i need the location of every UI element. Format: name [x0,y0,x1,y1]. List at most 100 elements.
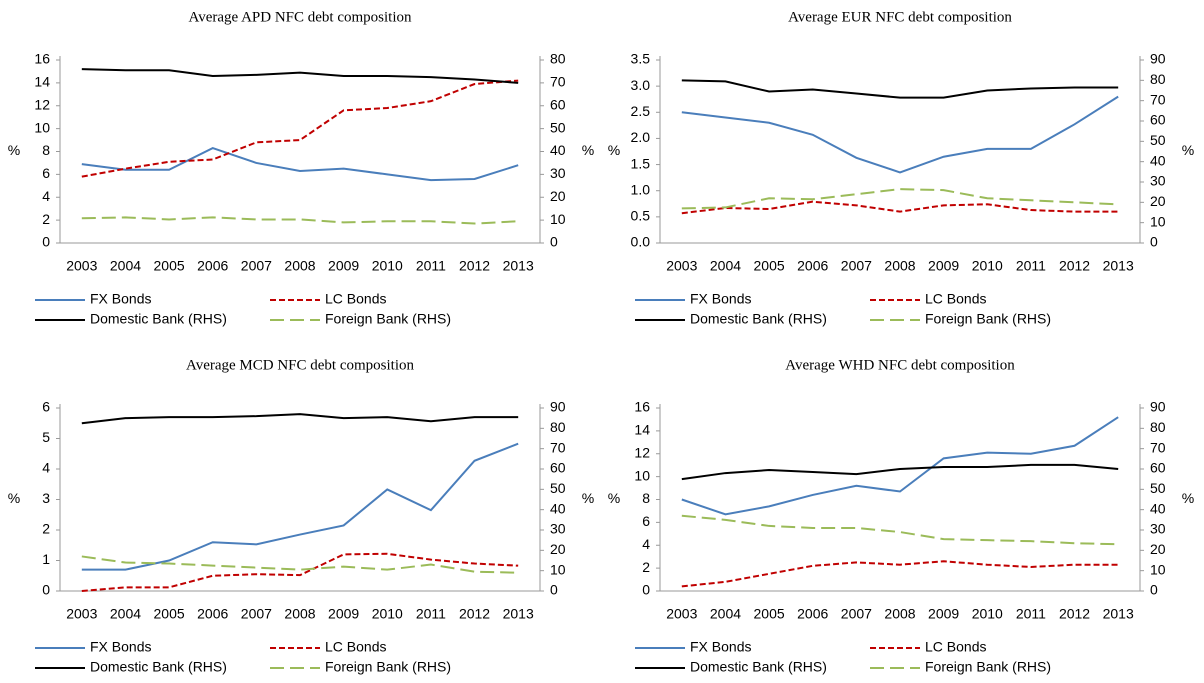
y2-tick-label: 90 [1150,399,1166,415]
y2-tick-label: 30 [1150,521,1166,537]
legend-label: LC Bonds [925,291,986,307]
y2-tick-label: 50 [1150,132,1166,148]
x-tick-label: 2006 [197,258,228,274]
y2-tick-label: 70 [1150,439,1166,455]
x-tick-label: 2012 [1059,258,1090,274]
x-tick-label: 2005 [154,606,185,622]
x-tick-label: 2006 [797,606,828,622]
legend-label: Foreign Bank (RHS) [925,311,1051,327]
legend-label: FX Bonds [90,639,151,655]
y-tick-label: 2 [42,211,50,227]
y-tick-label: 16 [634,399,650,415]
y2-tick-label: 70 [1150,91,1166,107]
legend-label: Domestic Bank (RHS) [90,659,227,675]
x-tick-label: 2009 [928,606,959,622]
legend-label: Domestic Bank (RHS) [690,659,827,675]
x-tick-label: 2011 [1016,258,1046,274]
y-tick-label: 2.0 [631,129,651,145]
x-tick-label: 2008 [284,258,315,274]
legend-label: Domestic Bank (RHS) [690,311,827,327]
series-line [81,146,519,182]
series-line [681,463,1119,481]
x-tick-label: 2003 [666,258,697,274]
x-tick-label: 2010 [372,258,403,274]
y-tick-label: 4 [642,536,650,552]
x-tick-label: 2011 [416,258,446,274]
series-line [681,79,1119,99]
y2-tick-label: 90 [1150,51,1166,67]
y2-tick-label: 20 [550,188,566,204]
y2-tick-label: 30 [550,521,566,537]
x-tick-label: 2011 [1016,606,1046,622]
y2-tick-label: 70 [550,439,566,455]
y-tick-label: 0.5 [631,208,651,224]
x-tick-label: 2005 [754,258,785,274]
x-tick-label: 2010 [972,258,1003,274]
legend-label: Foreign Bank (RHS) [325,659,451,675]
y2-tick-label: 10 [1150,561,1166,577]
x-tick-label: 2008 [284,606,315,622]
x-tick-label: 2003 [66,258,97,274]
y-tick-label: 14 [634,422,650,438]
legend-label: LC Bonds [325,639,386,655]
y2-tick-label: 90 [550,399,566,415]
series-line [681,188,1119,210]
y2-tick-label: 30 [1150,173,1166,189]
x-tick-label: 2004 [110,258,141,274]
y2-tick-label: 20 [1150,193,1166,209]
y2-tick-label: 30 [550,165,566,181]
y-tick-label: 2 [642,559,650,575]
y-tick-label: 10 [34,119,50,135]
y2-tick-label: 10 [550,211,566,227]
x-tick-label: 2013 [503,258,534,274]
x-tick-label: 2006 [797,258,828,274]
x-tick-label: 2013 [1103,606,1134,622]
y-tick-label: 4 [42,460,50,476]
x-tick-label: 2004 [710,258,741,274]
series-line [681,416,1119,516]
y-tick-label: 10 [634,467,650,483]
series-line [81,68,519,84]
y2-axis-label: % [1182,490,1194,506]
y2-tick-label: 80 [1150,71,1166,87]
x-tick-label: 2011 [416,606,446,622]
y-tick-label: 12 [34,96,50,112]
x-tick-label: 2005 [154,258,185,274]
y2-tick-label: 20 [550,541,566,557]
series-line [681,200,1119,215]
series-line [681,560,1119,588]
y-tick-label: 0.0 [631,234,651,250]
chart-title: Average EUR NFC debt composition [788,9,1012,25]
y2-tick-label: 0 [1150,582,1158,598]
x-tick-label: 2007 [841,258,872,274]
y-axis-label: % [608,490,620,506]
x-tick-label: 2010 [372,606,403,622]
chart-title: Average MCD NFC debt composition [186,357,415,373]
y-tick-label: 16 [34,51,50,67]
x-tick-label: 2008 [884,606,915,622]
y-axis-label: % [8,490,20,506]
x-tick-label: 2005 [754,606,785,622]
x-tick-label: 2004 [110,606,141,622]
series-line [681,95,1119,174]
y2-tick-label: 40 [550,500,566,516]
series-line [681,514,1119,546]
chart-title: Average APD NFC debt composition [188,9,412,25]
x-tick-label: 2013 [503,606,534,622]
y2-tick-label: 10 [1150,213,1166,229]
y-tick-label: 0 [42,234,50,250]
x-tick-label: 2009 [328,606,359,622]
y-tick-label: 12 [634,444,650,460]
y-axis-label: % [8,142,20,158]
y-tick-label: 1.5 [631,155,651,171]
y2-tick-label: 40 [1150,500,1166,516]
series-line [81,79,519,178]
y-tick-label: 8 [642,490,650,506]
y-tick-label: 1 [42,551,50,567]
y2-tick-label: 10 [550,561,566,577]
y2-tick-label: 0 [1150,234,1158,250]
y2-tick-label: 60 [550,460,566,476]
y2-tick-label: 60 [550,96,566,112]
y2-axis-label: % [582,490,594,506]
legend-label: Domestic Bank (RHS) [90,311,227,327]
